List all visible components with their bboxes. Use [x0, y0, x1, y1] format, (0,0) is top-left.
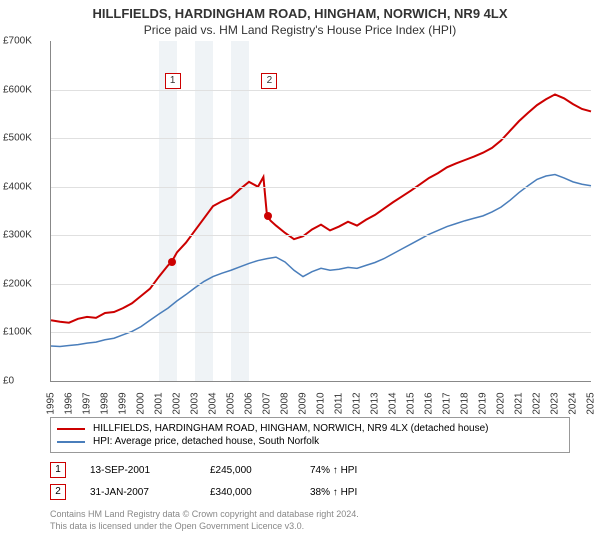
sale-marker-dot [168, 258, 176, 266]
sale-delta: 74% ↑ HPI [310, 465, 570, 476]
x-axis-label: 2007 [262, 392, 273, 414]
x-axis-label: 1999 [118, 392, 129, 414]
x-axis-label: 2004 [208, 392, 219, 414]
x-axis-label: 2012 [352, 392, 363, 414]
sale-price: £245,000 [210, 465, 310, 476]
x-axis-label: 2008 [280, 392, 291, 414]
y-axis-label: £0 [3, 376, 14, 387]
x-axis-label: 2018 [460, 392, 471, 414]
sale-row: 1 13-SEP-2001£245,00074% ↑ HPI [50, 459, 570, 481]
series-line [51, 175, 591, 347]
x-axis-label: 1998 [100, 392, 111, 414]
legend-label: HILLFIELDS, HARDINGHAM ROAD, HINGHAM, NO… [93, 423, 488, 434]
sale-price: £340,000 [210, 487, 310, 498]
legend-label: HPI: Average price, detached house, Sout… [93, 436, 319, 447]
gridline [51, 90, 591, 91]
x-axis-label: 1995 [46, 392, 57, 414]
chart-title: HILLFIELDS, HARDINGHAM ROAD, HINGHAM, NO… [0, 0, 600, 21]
sale-marker-box: 2 [261, 73, 277, 89]
gridline [51, 332, 591, 333]
x-axis-label: 2020 [496, 392, 507, 414]
y-axis-label: £600K [3, 84, 32, 95]
x-axis-label: 2021 [514, 392, 525, 414]
gridline [51, 187, 591, 188]
legend-swatch [57, 441, 85, 443]
legend-swatch [57, 428, 85, 430]
x-axis-label: 2017 [442, 392, 453, 414]
legend-row: HILLFIELDS, HARDINGHAM ROAD, HINGHAM, NO… [57, 422, 563, 435]
sale-date: 31-JAN-2007 [90, 487, 210, 498]
gridline [51, 235, 591, 236]
x-axis-label: 2009 [298, 392, 309, 414]
y-axis-label: £100K [3, 327, 32, 338]
sale-date: 13-SEP-2001 [90, 465, 210, 476]
sale-delta: 38% ↑ HPI [310, 487, 570, 498]
x-axis-label: 2000 [136, 392, 147, 414]
x-axis-label: 2016 [424, 392, 435, 414]
sale-row: 2 31-JAN-2007£340,00038% ↑ HPI [50, 481, 570, 503]
x-axis-label: 2003 [190, 392, 201, 414]
x-axis-label: 1997 [82, 392, 93, 414]
chart-container: HILLFIELDS, HARDINGHAM ROAD, HINGHAM, NO… [0, 0, 600, 560]
y-axis-label: £300K [3, 230, 32, 241]
sale-row-marker: 2 [50, 484, 66, 500]
series-line [51, 94, 591, 322]
x-axis-label: 2001 [154, 392, 165, 414]
chart-subtitle: Price paid vs. HM Land Registry's House … [0, 21, 600, 41]
sale-marker-dot [264, 212, 272, 220]
gridline [51, 284, 591, 285]
x-axis-label: 2011 [334, 393, 345, 415]
line-svg [51, 41, 591, 381]
sale-marker-box: 1 [165, 73, 181, 89]
y-axis-label: £500K [3, 133, 32, 144]
x-axis-label: 2013 [370, 392, 381, 414]
y-axis-label: £400K [3, 181, 32, 192]
x-axis-label: 2025 [586, 392, 597, 414]
sale-row-marker: 1 [50, 462, 66, 478]
x-axis-label: 2002 [172, 392, 183, 414]
gridline [51, 138, 591, 139]
x-axis-label: 2006 [244, 392, 255, 414]
x-axis-label: 2024 [568, 392, 579, 414]
legend-row: HPI: Average price, detached house, Sout… [57, 435, 563, 448]
chart-area: £0£100K£200K£300K£400K£500K£600K£700K199… [50, 41, 590, 381]
plot-area: £0£100K£200K£300K£400K£500K£600K£700K199… [50, 41, 591, 382]
y-axis-label: £700K [3, 36, 32, 47]
x-axis-label: 2010 [316, 392, 327, 414]
footer: Contains HM Land Registry data © Crown c… [50, 509, 570, 532]
legend: HILLFIELDS, HARDINGHAM ROAD, HINGHAM, NO… [50, 417, 570, 453]
x-axis-label: 2023 [550, 392, 561, 414]
x-axis-label: 1996 [64, 392, 75, 414]
footer-line2: This data is licensed under the Open Gov… [50, 521, 570, 533]
y-axis-label: £200K [3, 278, 32, 289]
footer-line1: Contains HM Land Registry data © Crown c… [50, 509, 570, 521]
x-axis-label: 2019 [478, 392, 489, 414]
x-axis-label: 2005 [226, 392, 237, 414]
sales-table: 1 13-SEP-2001£245,00074% ↑ HPI 2 31-JAN-200… [50, 459, 570, 503]
x-axis-label: 2022 [532, 392, 543, 414]
x-axis-label: 2014 [388, 392, 399, 414]
x-axis-label: 2015 [406, 392, 417, 414]
